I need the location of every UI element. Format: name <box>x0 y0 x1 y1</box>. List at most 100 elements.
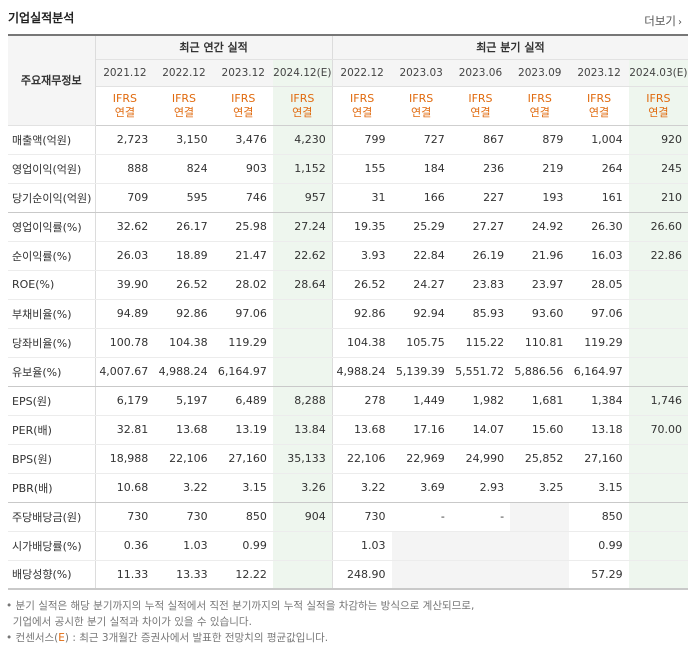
value-cell: 867 <box>450 125 511 155</box>
row-label: 순이익률(%) <box>8 241 96 271</box>
ifrs-standard: IFRS <box>527 91 552 105</box>
value-cell: 264 <box>569 154 629 184</box>
value-cell: 26.30 <box>569 212 629 242</box>
ifrs-label: IFRS 연결 <box>510 86 570 126</box>
table-row: PBR(배) 10.68 3.22 3.15 3.26 3.22 3.69 2.93 3.25 3… <box>8 473 689 503</box>
value-cell: 110.81 <box>510 328 570 358</box>
more-label[interactable]: 더보기 <box>644 14 676 28</box>
value-cell: 730 <box>331 502 392 532</box>
value-cell: 26.52 <box>154 270 214 300</box>
more-link[interactable]: 더보기 › <box>644 13 682 29</box>
footnotes: • 분기 실적은 해당 분기까지의 누적 실적에서 직전 분기까지의 누적 실적… <box>6 598 474 646</box>
value-cell: 799 <box>331 125 392 155</box>
value-cell: 155 <box>331 154 392 184</box>
value-cell <box>510 502 570 532</box>
value-cell: 32.62 <box>95 212 155 242</box>
table-row: EPS(원) 6,179 5,197 6,489 8,288 278 1,449 1,982 1… <box>8 386 689 416</box>
value-cell: 6,164.97 <box>213 357 273 387</box>
period-header: 2023.09 <box>510 59 570 87</box>
ifrs-basis: 연결 <box>588 105 610 119</box>
value-cell <box>391 560 451 590</box>
period-header: 2024.03(E) <box>628 59 689 87</box>
value-cell: 3.93 <box>331 241 392 271</box>
table-row: 순이익률(%) 26.03 18.89 21.47 22.62 3.93 22.84 26.1… <box>8 241 689 271</box>
value-cell: 5,551.72 <box>450 357 511 387</box>
row-label: 배당성향(%) <box>8 560 96 590</box>
ifrs-standard: IFRS <box>231 91 256 105</box>
value-cell <box>391 531 451 561</box>
value-cell <box>628 270 689 300</box>
value-cell: 14.07 <box>450 415 511 445</box>
value-cell: 22,969 <box>391 444 451 474</box>
table-row: 당좌비율(%) 100.78 104.38 119.29 104.38 105.75 115… <box>8 328 689 358</box>
value-cell: 19.35 <box>331 212 392 242</box>
ifrs-label: IFRS 연결 <box>628 86 689 126</box>
value-cell: 3.22 <box>154 473 214 503</box>
row-label: ROE(%) <box>8 270 96 300</box>
value-cell: 0.36 <box>95 531 155 561</box>
period-header: 2022.12 <box>154 59 214 87</box>
quarterly-group-header: 최근 분기 실적 <box>331 35 689 60</box>
value-cell: 5,197 <box>154 386 214 416</box>
value-cell: 184 <box>391 154 451 184</box>
value-cell: 11.33 <box>95 560 155 590</box>
value-cell <box>628 299 689 329</box>
value-cell: 22.84 <box>391 241 451 271</box>
value-cell: 57.29 <box>569 560 629 590</box>
value-cell: 26.03 <box>95 241 155 271</box>
table-row: 부채비율(%) 94.89 92.86 97.06 92.86 92.94 85.93 93.… <box>8 299 689 329</box>
value-cell: 904 <box>272 502 333 532</box>
value-cell: 92.86 <box>331 299 392 329</box>
value-cell: - <box>450 502 511 532</box>
value-cell: 94.89 <box>95 299 155 329</box>
row-label: 당기순이익(억원) <box>8 183 96 213</box>
value-cell <box>510 531 570 561</box>
ifrs-label: IFRS 연결 <box>94 86 155 126</box>
table-row: 매출액(억원) 2,723 3,150 3,476 4,230 799 727 867 879 1… <box>8 125 689 155</box>
value-cell: 24,990 <box>450 444 511 474</box>
ifrs-basis: 연결 <box>114 105 136 119</box>
value-cell <box>628 531 689 561</box>
value-cell: 23.97 <box>510 270 570 300</box>
ifrs-label: IFRS 연결 <box>569 86 629 126</box>
value-cell <box>510 560 570 590</box>
value-cell: 1,982 <box>450 386 511 416</box>
value-cell: 24.92 <box>510 212 570 242</box>
row-label: PER(배) <box>8 415 96 445</box>
value-cell: 6,489 <box>213 386 273 416</box>
row-label: BPS(원) <box>8 444 96 474</box>
value-cell: 22,106 <box>154 444 214 474</box>
value-cell: 161 <box>569 183 629 213</box>
value-cell: 3.25 <box>510 473 570 503</box>
row-label: 당좌비율(%) <box>8 328 96 358</box>
value-cell: 1.03 <box>154 531 214 561</box>
value-cell: 278 <box>331 386 392 416</box>
period-header: 2023.03 <box>391 59 451 87</box>
value-cell: 3,476 <box>213 125 273 155</box>
value-cell: 888 <box>95 154 155 184</box>
value-cell: 2.93 <box>450 473 511 503</box>
value-cell: 104.38 <box>154 328 214 358</box>
value-cell: 22,106 <box>331 444 392 474</box>
value-cell: 1.03 <box>331 531 392 561</box>
table-row: 영업이익률(%) 32.62 26.17 25.98 27.24 19.35 25.29 27… <box>8 212 689 242</box>
footnote-1: • 분기 실적은 해당 분기까지의 누적 실적에서 직전 분기까지의 누적 실적… <box>6 600 475 612</box>
value-cell: 13.84 <box>272 415 333 445</box>
ifrs-label: IFRS 연결 <box>331 86 392 126</box>
value-cell: 119.29 <box>213 328 273 358</box>
value-cell <box>628 328 689 358</box>
value-cell: 18.89 <box>154 241 214 271</box>
annual-group-header: 최근 연간 실적 <box>94 35 333 60</box>
value-cell <box>628 473 689 503</box>
value-cell: 1,004 <box>569 125 629 155</box>
value-cell: 850 <box>213 502 273 532</box>
value-cell: 746 <box>213 183 273 213</box>
chevron-right-icon[interactable]: › <box>678 17 682 28</box>
value-cell: 879 <box>510 125 570 155</box>
value-cell: 920 <box>628 125 689 155</box>
value-cell: 595 <box>154 183 214 213</box>
value-cell: 850 <box>569 502 629 532</box>
value-cell: 32.81 <box>95 415 155 445</box>
value-cell: 97.06 <box>213 299 273 329</box>
value-cell: 1,449 <box>391 386 451 416</box>
